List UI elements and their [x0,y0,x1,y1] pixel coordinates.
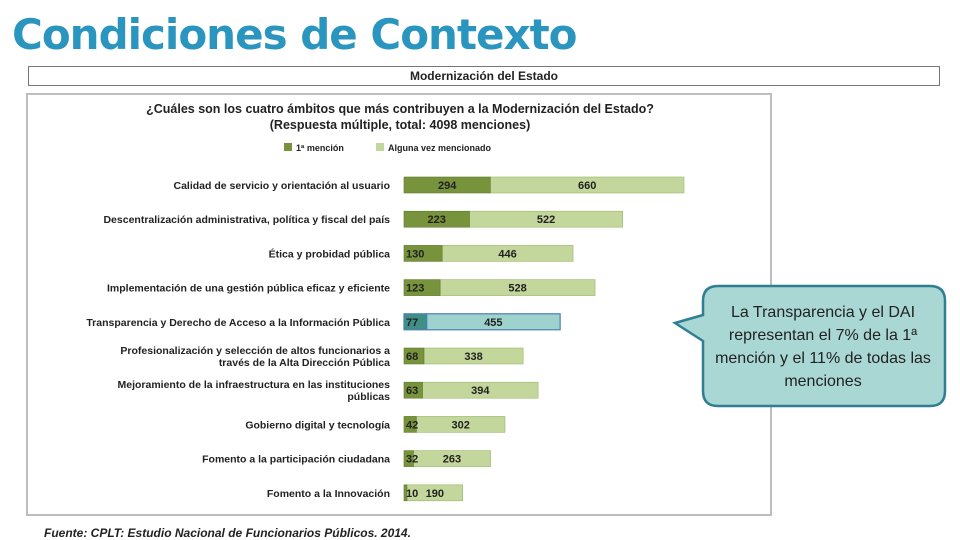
data-label-any-mention: 522 [537,214,555,226]
bar-first-mention [403,210,470,228]
category-label: Gobierno digital y tecnología [245,419,390,431]
data-label-any-mention: 528 [508,283,526,295]
data-label-first-mention: 223 [428,214,446,226]
bar-first-mention [403,381,423,399]
chart-title: ¿Cuáles son los cuatro ámbitos que más c… [146,102,654,116]
legend-label-first-mention: 1ª mención [296,143,344,153]
bar-first-mention [403,313,428,331]
category-label: Fomento a la participación ciudadana [202,454,390,466]
data-label-first-mention: 63 [406,385,418,397]
legend-swatch-any-mention [376,143,384,151]
category-label: Ética y probidad pública [269,247,391,260]
page-title: Condiciones de Contexto [12,10,578,59]
chart-frame: ¿Cuáles son los cuatro ámbitos que más c… [26,93,772,516]
data-label-first-mention: 10 [406,488,418,500]
bar-first-mention [403,245,443,262]
data-label-first-mention: 32 [406,454,418,466]
data-label-any-mention: 302 [451,419,469,431]
category-label: Descentralización administrativa, políti… [103,214,390,226]
data-label-any-mention: 263 [443,454,461,466]
section-header: Modernización del Estado [28,66,940,86]
data-label-any-mention: 660 [578,180,596,192]
bar-chart: ¿Cuáles son los cuatro ámbitos que más c… [86,102,685,502]
category-label: Mejoramiento de la infraestructura en la… [118,379,391,403]
data-label-any-mention: 338 [464,351,482,363]
category-label: Implementación de una gestión pública ef… [107,283,390,295]
data-label-any-mention: 446 [498,248,516,260]
chart-legend: 1ª mención Alguna vez mencionado [284,143,492,153]
category-label: Calidad de servicio y orientación al usu… [174,180,391,192]
bar-first-mention [403,347,425,365]
data-label-first-mention: 130 [406,248,424,260]
bar-first-mention [403,450,414,467]
chart-subtitle: (Respuesta múltiple, total: 4098 mencion… [270,118,531,132]
callout-shape [672,284,947,408]
source-note: Fuente: CPLT: Estudio Nacional de Funcio… [44,526,411,540]
bars-layer: Calidad de servicio y orientación al usu… [86,176,685,502]
data-label-any-mention: 455 [484,317,502,329]
data-label-first-mention: 42 [406,419,418,431]
bar-first-mention [403,279,441,296]
data-label-any-mention: 394 [471,385,490,397]
data-label-any-mention: 190 [426,488,444,500]
category-label: Profesionalización y selección de altos … [120,345,390,369]
category-label: Fomento a la Innovación [267,488,390,500]
legend-label-any-mention: Alguna vez mencionado [388,143,492,153]
callout-bubble [672,284,947,408]
bar-first-mention [403,484,408,502]
data-label-first-mention: 123 [406,283,424,295]
bar-first-mention [403,176,491,194]
callout-text: La Transparencia y el DAI representan el… [715,303,931,390]
bar-first-mention [403,416,417,433]
category-label: Transparencia y Derecho de Acceso a la I… [86,317,390,329]
data-label-first-mention: 68 [406,351,418,363]
data-label-first-mention: 294 [438,180,457,192]
data-label-first-mention: 77 [406,317,418,329]
legend-swatch-first-mention [284,143,292,151]
